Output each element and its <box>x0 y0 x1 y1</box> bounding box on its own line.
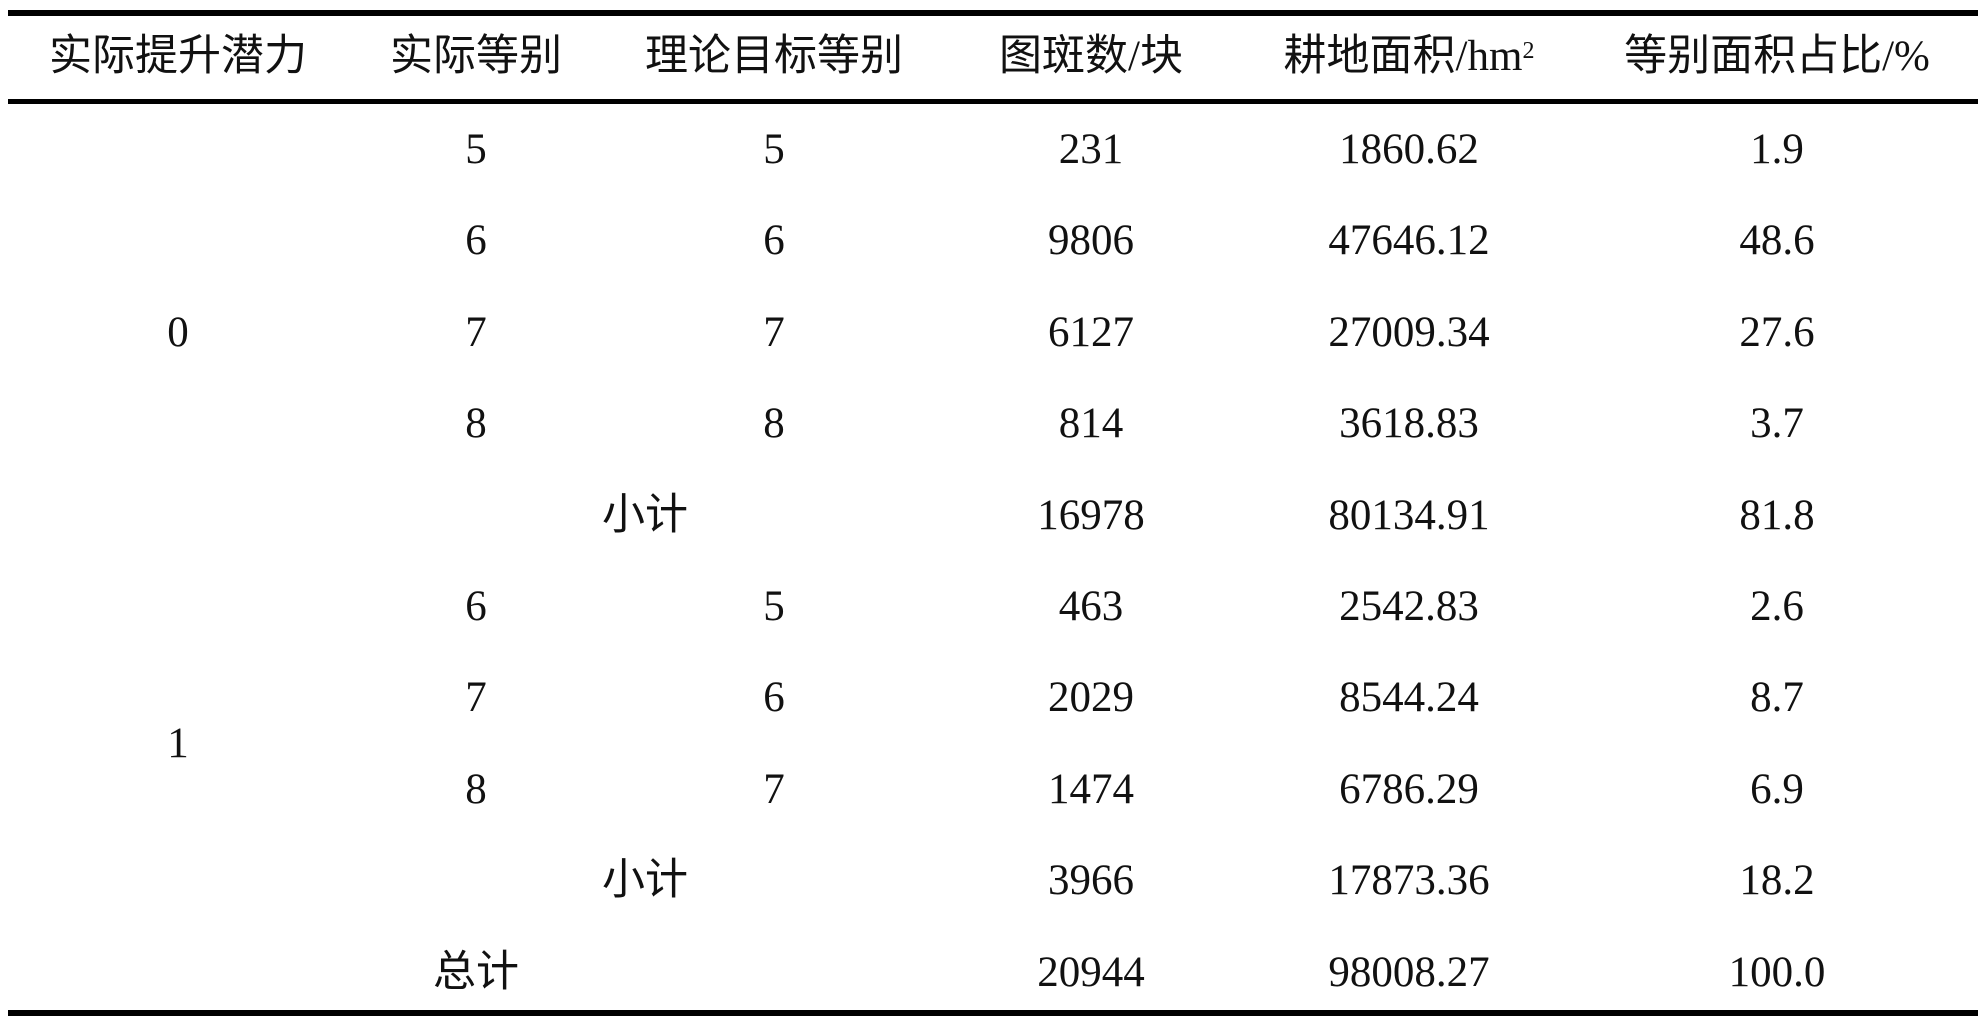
table-cell: 814 <box>1058 400 1124 448</box>
table-cell: 6.9 <box>1750 765 1804 813</box>
total-label: 总计 <box>433 948 519 996</box>
table-cell: 5 <box>465 126 487 173</box>
table-cell: 2029 <box>1048 674 1134 722</box>
table-cell: 8544.24 <box>1339 674 1479 722</box>
top-rule <box>8 10 1978 16</box>
subtotal-cell: 18.2 <box>1739 857 1815 905</box>
column-header: 实际提升潜力 <box>49 33 307 80</box>
table-cell: 6 <box>465 583 487 630</box>
total-cell: 98008.27 <box>1328 948 1490 996</box>
table-cell: 463 <box>1058 583 1124 630</box>
table-cell: 7 <box>465 674 487 722</box>
superscript: 2 <box>1522 38 1535 64</box>
table-cell: 6 <box>763 217 785 265</box>
table-cell: 8 <box>763 400 785 448</box>
column-header: 实际等别 <box>390 33 562 80</box>
table-cell: 8 <box>465 400 487 448</box>
column-header-text: 耕地面积/hm <box>1283 33 1523 80</box>
table-cell: 27009.34 <box>1328 308 1490 356</box>
table-cell: 7 <box>763 765 785 813</box>
table-cell: 47646.12 <box>1328 217 1490 265</box>
column-header: 等别面积占比/% <box>1624 33 1930 80</box>
table-cell: 6 <box>763 674 785 722</box>
table-cell: 9806 <box>1048 217 1134 265</box>
subtotal-cell: 3966 <box>1048 857 1134 905</box>
potential-cell: 0 <box>167 308 189 356</box>
total-cell: 20944 <box>1037 948 1145 996</box>
table-cell: 5 <box>763 126 785 173</box>
table-cell: 3618.83 <box>1339 400 1479 448</box>
subtotal-label: 小计 <box>602 491 688 539</box>
table-cell: 5 <box>763 583 785 630</box>
table-cell: 7 <box>465 308 487 356</box>
total-cell: 100.0 <box>1728 948 1826 996</box>
table-cell: 6786.29 <box>1339 765 1479 813</box>
column-header: 理论目标等别 <box>645 33 903 80</box>
table-cell: 2542.83 <box>1339 583 1479 630</box>
potential-cell: 1 <box>167 720 189 768</box>
table-cell: 27.6 <box>1739 308 1815 356</box>
table-cell: 3.7 <box>1750 400 1804 448</box>
subtotal-cell: 17873.36 <box>1328 857 1490 905</box>
column-header: 图斑数/块 <box>999 33 1183 80</box>
table-cell: 48.6 <box>1739 217 1815 265</box>
subtotal-cell: 81.8 <box>1739 491 1815 539</box>
subtotal-cell: 16978 <box>1037 491 1145 539</box>
table-cell: 6 <box>465 217 487 265</box>
table-cell: 1.9 <box>1750 126 1804 173</box>
table-cell: 231 <box>1058 126 1124 173</box>
bottom-rule <box>8 1010 1978 1016</box>
table-cell: 2.6 <box>1750 583 1804 630</box>
table-cell: 1474 <box>1048 765 1134 813</box>
table-cell: 7 <box>763 308 785 356</box>
subtotal-cell: 80134.91 <box>1328 491 1490 539</box>
table-cell: 1860.62 <box>1339 126 1479 173</box>
table-cell: 6127 <box>1048 308 1134 356</box>
table-cell: 8 <box>465 765 487 813</box>
column-header: 耕地面积/hm2 <box>1284 32 1535 82</box>
table-cell: 8.7 <box>1750 674 1804 722</box>
header-rule <box>8 99 1978 104</box>
subtotal-label: 小计 <box>602 857 688 905</box>
